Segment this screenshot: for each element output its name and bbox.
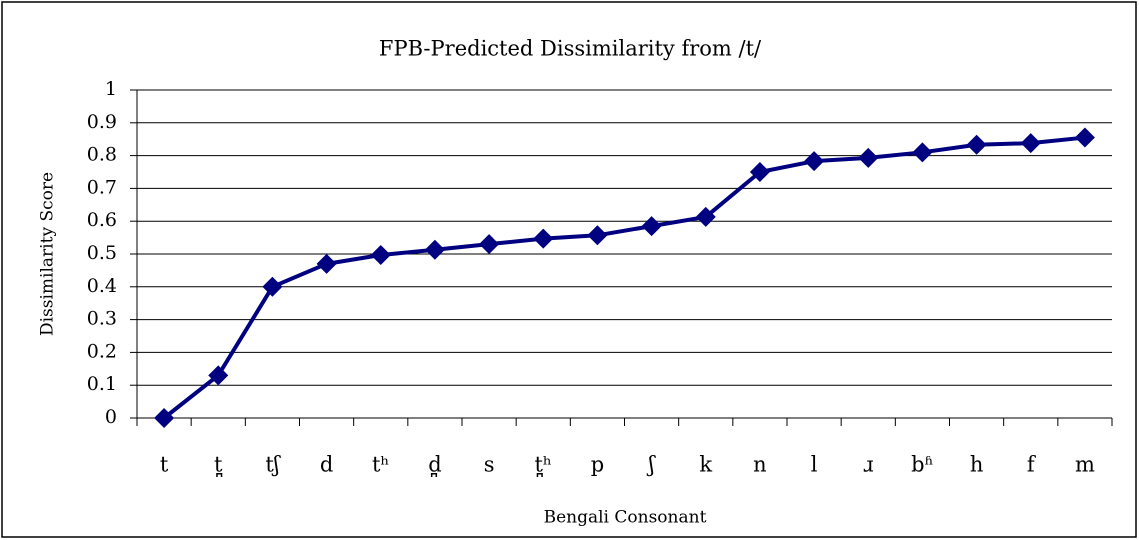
data-point bbox=[804, 151, 825, 172]
data-line bbox=[162, 135, 1086, 420]
data-point bbox=[424, 239, 445, 260]
data-point bbox=[1074, 127, 1095, 148]
data-point bbox=[641, 216, 662, 237]
data-point bbox=[316, 253, 337, 274]
y-tick-label: 0.2 bbox=[87, 340, 117, 362]
x-tick-label: s bbox=[484, 453, 495, 477]
data-point bbox=[533, 228, 554, 249]
x-tick-label: p bbox=[591, 453, 604, 477]
x-tick-label: tʰ bbox=[372, 453, 390, 477]
x-tick-label: tʃ bbox=[265, 453, 280, 477]
data-point bbox=[858, 147, 879, 168]
x-tick-label: k bbox=[699, 453, 712, 477]
data-point bbox=[912, 142, 933, 163]
x-tick-label: t̪ʰ bbox=[534, 453, 552, 478]
x-tick-label: d bbox=[320, 453, 333, 477]
data-point bbox=[695, 206, 716, 227]
y-tick-label: 0.7 bbox=[87, 176, 117, 198]
y-tick-label: 0.3 bbox=[87, 308, 117, 330]
x-tick-label: m bbox=[1075, 453, 1095, 477]
y-tick-label: 0.5 bbox=[87, 242, 117, 264]
x-tick-label: ʃ bbox=[646, 453, 656, 477]
data-point bbox=[966, 134, 987, 155]
data-point bbox=[370, 244, 391, 265]
chart-title: FPB-Predicted Dissimilarity from /t/ bbox=[379, 37, 762, 61]
x-tick-label: t bbox=[160, 453, 169, 477]
y-tick-label: 0.6 bbox=[87, 209, 117, 231]
data-point bbox=[208, 365, 229, 386]
y-tick-label: 0.1 bbox=[87, 373, 117, 395]
x-tick-label: ɹ bbox=[863, 453, 874, 477]
y-tick-label: 0 bbox=[105, 406, 117, 428]
y-tick-label: 0.8 bbox=[87, 144, 117, 166]
data-point bbox=[1020, 133, 1041, 154]
x-tick-label: d̪ bbox=[428, 453, 441, 478]
x-tick-label: h bbox=[970, 453, 984, 477]
x-tick-label: f bbox=[1027, 453, 1037, 477]
y-tick-label: 1 bbox=[105, 78, 117, 100]
y-tick-label: 0.9 bbox=[87, 111, 117, 133]
x-tick-label: bʱ bbox=[911, 453, 933, 477]
x-tick-label: t̪ bbox=[214, 453, 223, 478]
data-point bbox=[587, 225, 608, 246]
y-axis-label: Dissimilarity Score bbox=[38, 172, 58, 336]
data-point bbox=[262, 276, 283, 297]
x-tick-label: l bbox=[811, 453, 818, 477]
x-tick-label: n bbox=[753, 453, 767, 477]
x-axis-label: Bengali Consonant bbox=[544, 508, 707, 528]
y-tick-label: 0.4 bbox=[87, 275, 117, 297]
data-point bbox=[154, 408, 175, 428]
data-point bbox=[479, 234, 500, 255]
data-point bbox=[749, 162, 770, 182]
